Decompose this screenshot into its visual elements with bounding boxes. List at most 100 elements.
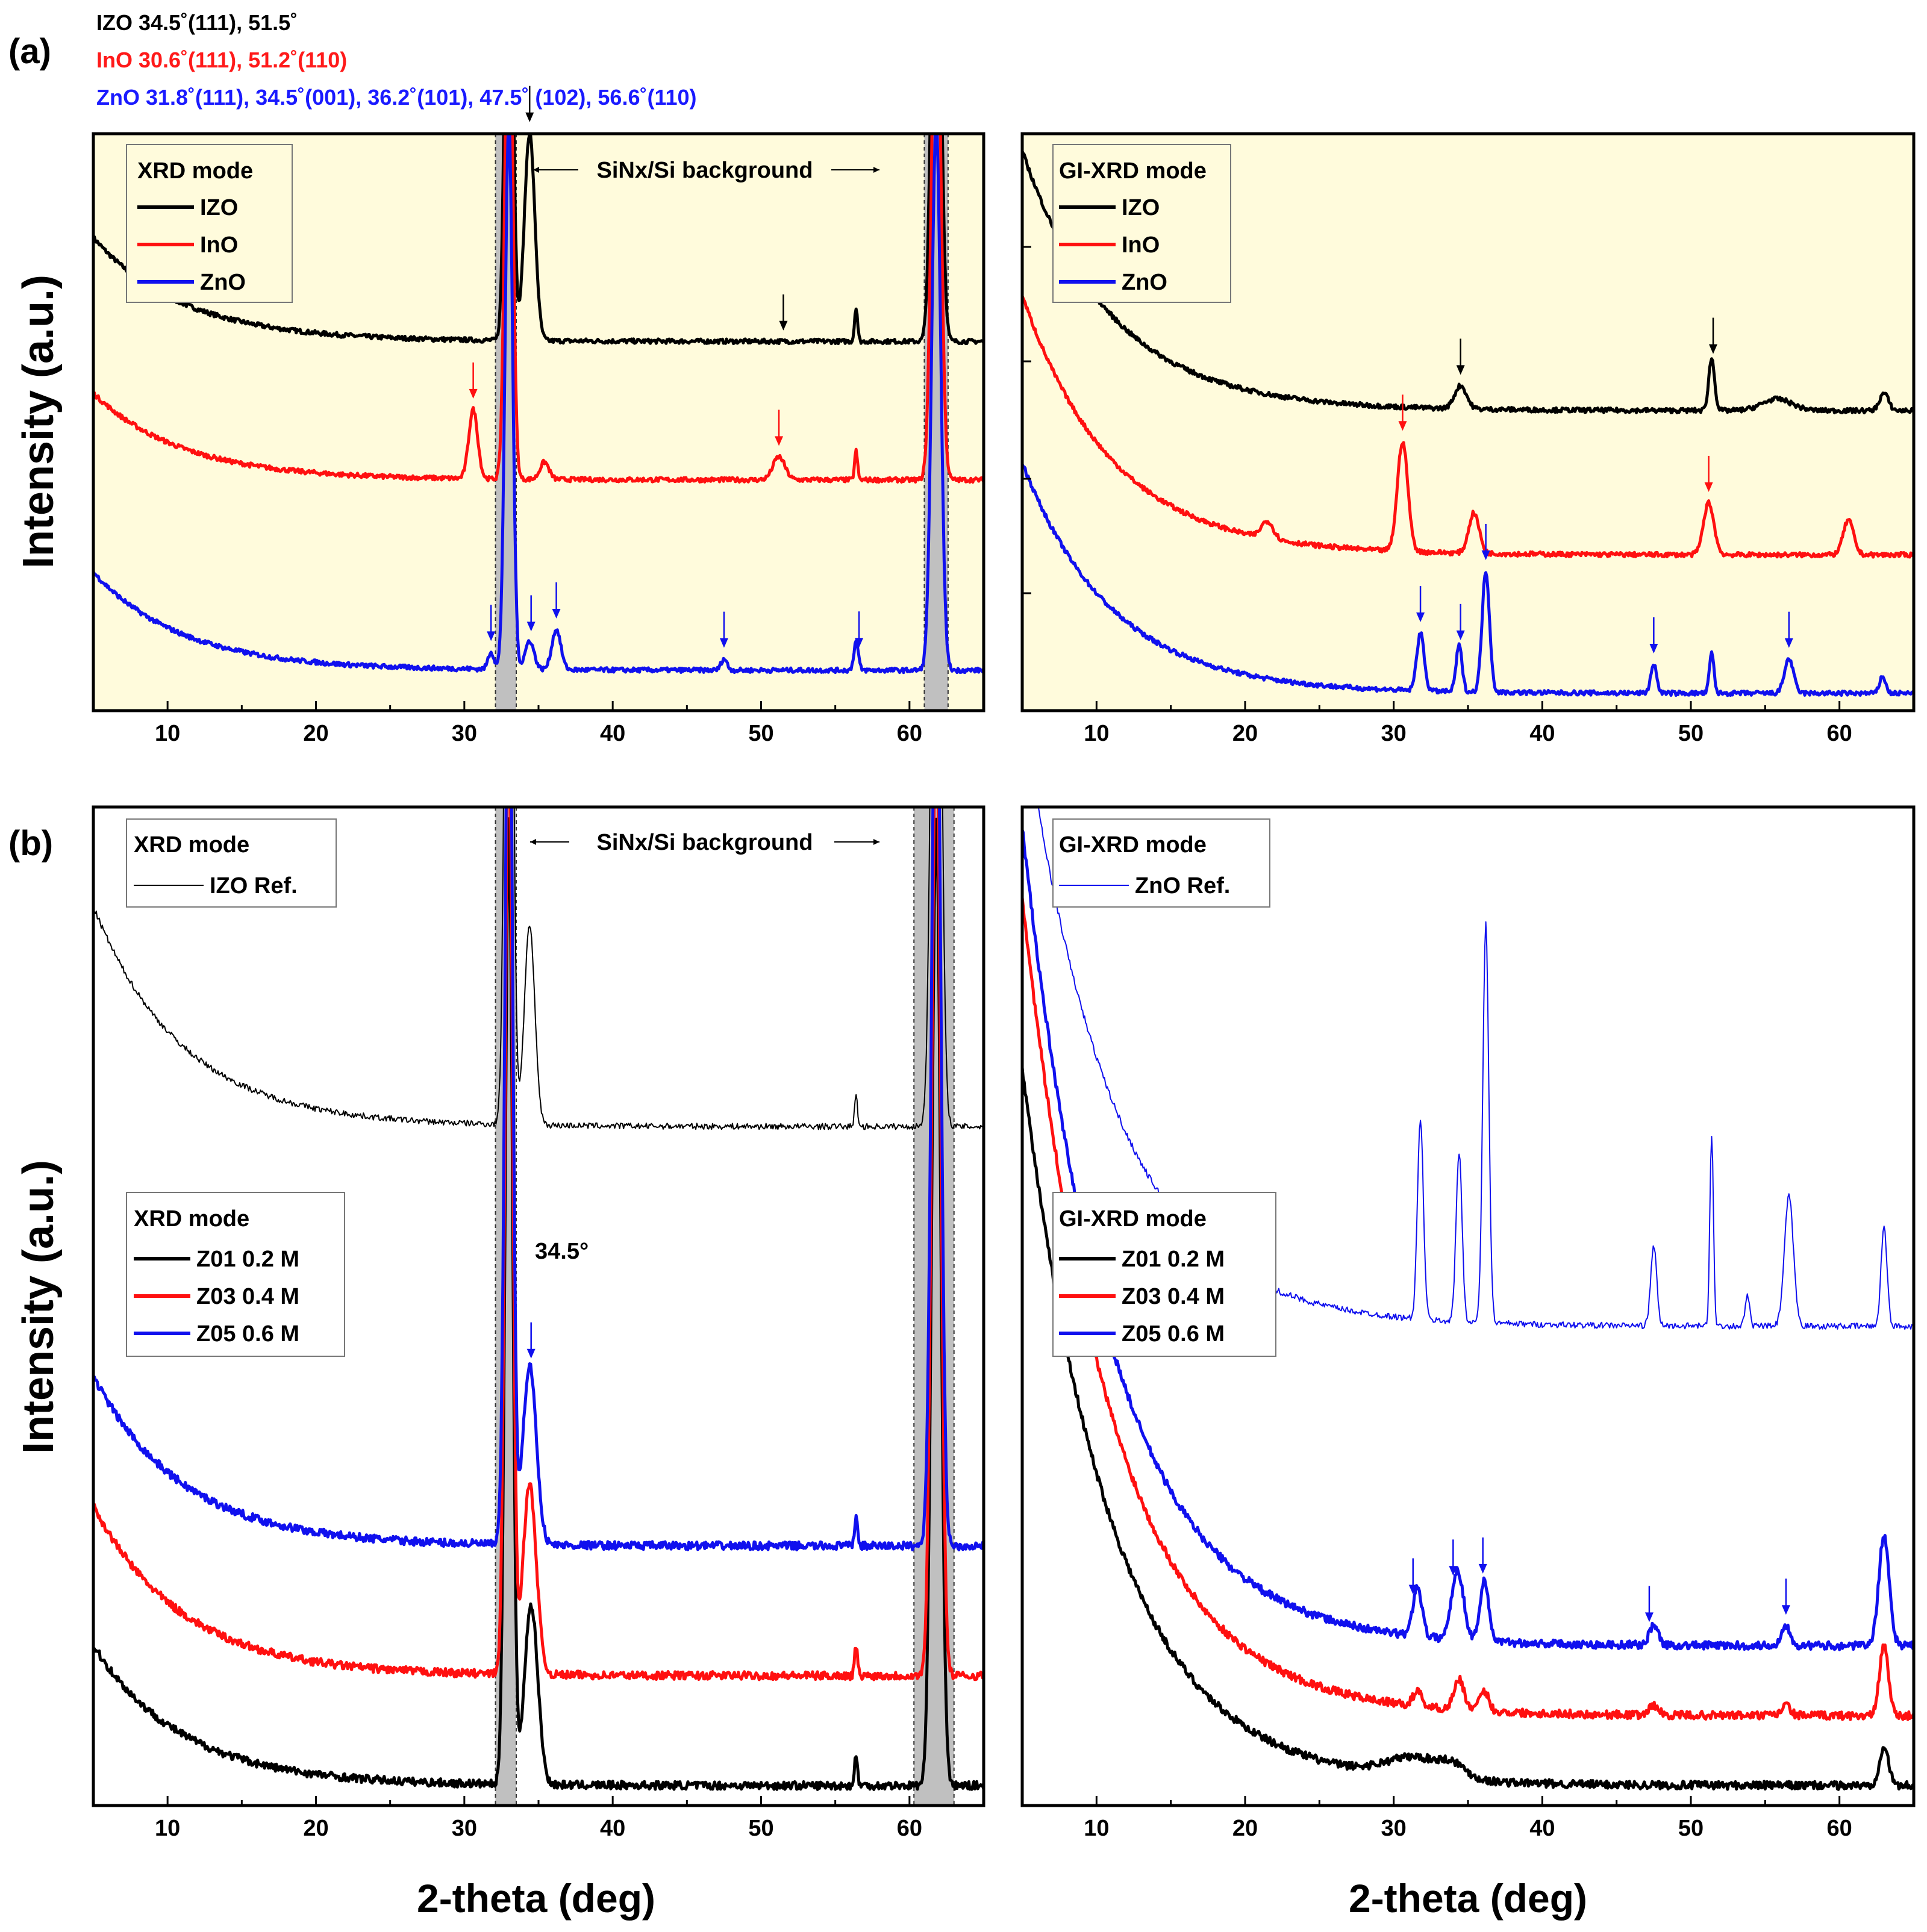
- legend-label-izo: IZO: [1122, 195, 1160, 220]
- legend-label-z03: Z03 0.4 M: [1122, 1284, 1225, 1309]
- x-tick-label: 60: [897, 721, 922, 746]
- panel-a-left: SiNx/Si background XRD mode IZO InO ZnO …: [92, 86, 985, 746]
- plot-area: [93, 134, 984, 675]
- bg-annotation: SiNx/Si background: [533, 158, 879, 183]
- x-tick-label: 10: [1084, 1816, 1109, 1841]
- legend-box: [126, 1192, 345, 1357]
- peak-arrowhead: [1478, 1563, 1487, 1574]
- legend-title: GI-XRD mode: [1059, 832, 1207, 858]
- legend-label-izo: IZO: [200, 195, 238, 220]
- x-axis: 10 20 30 40 50 60: [1021, 701, 1915, 746]
- peak-arrowhead: [1398, 421, 1407, 431]
- legend-title: XRD mode: [134, 832, 249, 858]
- legend: GI-XRD mode Z01 0.2 M Z03 0.4 M Z05 0.6 …: [1052, 1192, 1276, 1357]
- series-line-z01-0-2-m: [93, 817, 984, 1791]
- peak-arrowhead: [552, 608, 561, 619]
- bg-label: SiNx/Si background: [597, 830, 813, 855]
- x-tick-label: 10: [155, 721, 180, 746]
- legend-label-ino: InO: [200, 232, 238, 258]
- legend-title: XRD mode: [134, 1206, 249, 1232]
- plot-frame: [92, 132, 985, 712]
- arrows: [1398, 317, 1793, 654]
- arrows: [469, 86, 864, 648]
- peak-arrowhead: [779, 320, 788, 331]
- x-tick-label: 60: [897, 1816, 922, 1841]
- legend-label-z01: Z01 0.2 M: [1122, 1247, 1225, 1272]
- x-axis: 10 20 30 40 50 60: [1021, 1796, 1915, 1841]
- panel-b-left: 34.5° SiNx/Si background XRD mode IZO Re…: [92, 805, 985, 1841]
- panel-a-right: GI-XRD mode IZO InO ZnO 10 20 30 40 50 60: [1020, 132, 1916, 746]
- x-tick-label: 20: [1232, 721, 1258, 746]
- x-tick-label: 50: [1678, 721, 1704, 746]
- x-axis: 10 20 30 40 50 60: [92, 701, 985, 746]
- legend: GI-XRD mode IZO InO ZnO: [1052, 144, 1231, 303]
- peak-arrowhead: [1481, 550, 1490, 560]
- x-tick-label: 10: [1084, 721, 1109, 746]
- x-tick-label: 50: [748, 1816, 773, 1841]
- legend-title: GI-XRD mode: [1059, 158, 1207, 184]
- x-tick-label: 50: [748, 721, 773, 746]
- peak-arrowhead: [1408, 1585, 1417, 1595]
- series-line-ino: [1022, 295, 1914, 559]
- peak-arrowhead: [719, 638, 728, 648]
- peak-arrowhead: [526, 622, 536, 632]
- arrows: [1408, 1537, 1790, 1622]
- series-line-zno: [93, 134, 984, 675]
- series-line-zno: [1022, 463, 1914, 697]
- x-axis: 10 20 30 40 50 60: [92, 1796, 985, 1841]
- x-tick-label: 30: [452, 1816, 477, 1841]
- x-tick-label: 40: [600, 721, 625, 746]
- series-line-izo-ref-: [93, 807, 984, 1130]
- peak-arrowhead: [487, 631, 496, 641]
- bg-label: SiNx/Si background: [597, 158, 813, 183]
- peak-arrowhead: [1704, 482, 1713, 492]
- legend-label-z01: Z01 0.2 M: [196, 1247, 299, 1272]
- panel-b-right: GI-XRD mode ZnO Ref. GI-XRD mode Z01 0.2…: [1020, 805, 1916, 1841]
- peak-arrowhead: [1781, 1605, 1790, 1615]
- peak-arrowhead: [855, 638, 864, 648]
- x-tick-label: 20: [303, 721, 328, 746]
- panel-a-label: (a): [8, 32, 51, 71]
- x-tick-label: 20: [303, 1816, 328, 1841]
- ref-legend: XRD mode IZO Ref.: [126, 818, 337, 908]
- x-tick-label: 20: [1232, 1816, 1258, 1841]
- x-tick-label: 40: [1529, 721, 1555, 746]
- peak-arrowhead: [1456, 365, 1465, 375]
- series-line-z03-0-4-m: [93, 807, 984, 1681]
- legend-title: GI-XRD mode: [1059, 1206, 1207, 1232]
- legend-box: [126, 818, 337, 908]
- x-tick-label: 60: [1827, 721, 1852, 746]
- x-tick-label: 60: [1827, 1816, 1852, 1841]
- legend-title: XRD mode: [137, 158, 253, 184]
- legend: XRD mode Z01 0.2 M Z03 0.4 M Z05 0.6 M: [126, 1192, 345, 1357]
- peak-arrowhead: [1449, 1566, 1458, 1576]
- peak-arrowhead: [1709, 344, 1717, 354]
- legend-label-z05: Z05 0.6 M: [196, 1321, 299, 1347]
- legend-label-z05: Z05 0.6 M: [1122, 1321, 1225, 1347]
- series-line-z05-0-6-m: [93, 807, 984, 1551]
- x-tick-label: 40: [1529, 1816, 1555, 1841]
- xlabel-right: 2-theta (deg): [1349, 1876, 1587, 1921]
- peak-arrowhead: [1416, 612, 1425, 623]
- ylabel-a: Intensity (a.u.): [14, 275, 63, 569]
- arrows: [526, 1322, 536, 1359]
- legend: XRD mode IZO InO ZnO: [126, 144, 293, 303]
- peak-arrowhead: [1456, 630, 1465, 640]
- peak-arrowhead: [1784, 638, 1793, 648]
- plot-area: [1022, 151, 1914, 697]
- plot-area: [93, 807, 984, 1791]
- x-tick-label: 30: [1381, 721, 1407, 746]
- legend-label-ref: IZO Ref.: [210, 873, 298, 899]
- series-line-ino: [93, 134, 984, 484]
- x-tick-label: 10: [155, 1816, 180, 1841]
- legend-label-zno: ZnO: [200, 270, 246, 295]
- legend-label-z03: Z03 0.4 M: [196, 1284, 299, 1309]
- plot-frame: [1020, 805, 1916, 1807]
- legend-box: [1052, 144, 1231, 303]
- series-line-z03-0-4-m: [1022, 897, 1914, 1721]
- legend-label-zno: ZnO: [1122, 270, 1167, 295]
- annotation-34-5: 34.5°: [535, 1239, 589, 1264]
- legend-box: [1052, 1192, 1276, 1357]
- peak-arrowhead: [1649, 644, 1658, 654]
